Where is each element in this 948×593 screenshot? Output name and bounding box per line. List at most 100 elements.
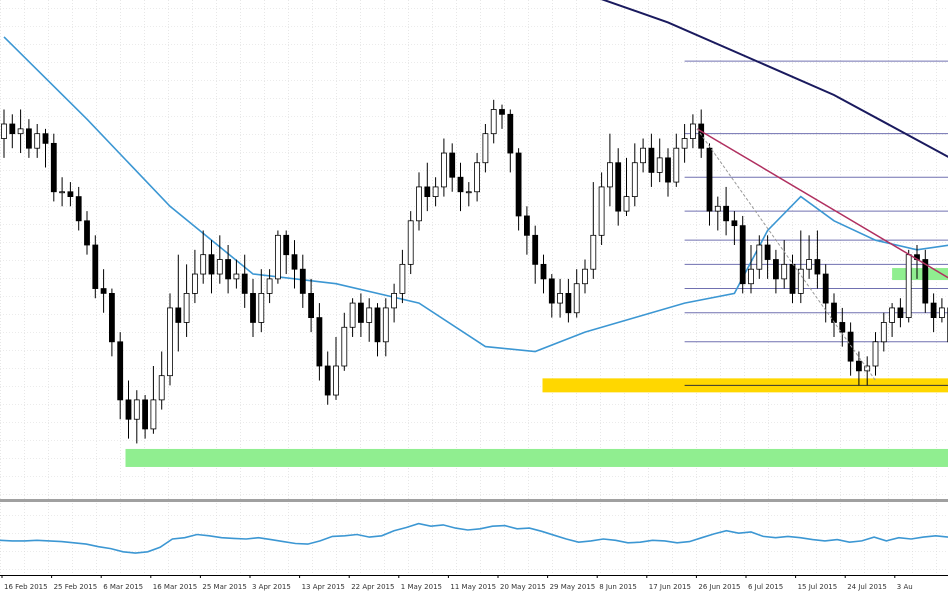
x-tick-label: 15 Jul 2015	[798, 583, 838, 591]
candle	[125, 380, 132, 439]
candle	[216, 235, 223, 284]
candle-body	[241, 273, 248, 294]
zones-layer	[125, 268, 948, 467]
candle-body	[158, 375, 165, 401]
candle-body	[225, 259, 232, 280]
x-tick-label: 22 Apr 2015	[351, 583, 394, 591]
dashed-trendline	[696, 128, 876, 381]
candle	[631, 143, 638, 207]
candle	[59, 177, 65, 207]
candle-body	[864, 365, 871, 372]
candle-body	[208, 254, 215, 275]
candle-body	[175, 307, 182, 323]
candle	[291, 240, 298, 289]
candle	[142, 395, 149, 439]
candle	[864, 356, 871, 386]
candle-body	[474, 162, 481, 193]
candle	[233, 259, 240, 289]
candle	[241, 254, 248, 308]
candle	[457, 162, 464, 212]
candle-body	[1, 123, 7, 139]
candle	[208, 240, 215, 294]
x-tick-label: 6 Mar 2015	[103, 583, 143, 591]
candle	[167, 293, 173, 386]
x-tick-label: 3 Apr 2015	[252, 583, 291, 591]
candle	[67, 182, 74, 207]
candle	[92, 235, 99, 299]
candle	[200, 230, 207, 284]
candle-body	[573, 283, 580, 314]
candle-body	[482, 133, 489, 164]
candle-body	[59, 191, 65, 194]
candle	[308, 278, 315, 333]
candle-body	[200, 254, 207, 275]
candle	[432, 177, 439, 207]
candle-body	[582, 268, 588, 285]
candle	[349, 298, 356, 337]
candle-body	[34, 133, 41, 149]
candle	[889, 303, 895, 337]
candle-body	[142, 399, 149, 430]
candle-body	[167, 307, 173, 377]
candle	[9, 114, 16, 149]
candle-body	[831, 302, 837, 323]
candle-body	[324, 365, 331, 396]
candle	[440, 138, 447, 197]
trend-layer	[696, 128, 948, 381]
ma-layer	[3, 0, 948, 353]
candle	[407, 211, 414, 275]
candle-body	[432, 186, 439, 197]
x-tick-label: 16 Feb 2015	[4, 583, 48, 591]
candle	[723, 186, 729, 236]
candle-body	[656, 157, 663, 173]
candle-body	[9, 123, 16, 135]
candle	[333, 336, 339, 400]
candle	[939, 298, 945, 323]
x-tick-label: 17 Jun 2015	[649, 583, 691, 591]
candle-body	[357, 302, 364, 323]
candle-body	[391, 292, 398, 309]
candle-body	[756, 244, 763, 270]
candle-body	[648, 147, 655, 173]
candle-body	[714, 205, 721, 212]
candle	[623, 157, 630, 216]
candle-body	[499, 109, 505, 115]
candle-body	[665, 157, 671, 183]
slow-moving-average-line	[600, 0, 948, 158]
candle	[706, 143, 713, 226]
candle	[191, 249, 198, 304]
candle	[590, 182, 597, 279]
candle	[449, 143, 456, 192]
candle-body	[349, 302, 356, 328]
candle-body	[67, 191, 74, 197]
x-tick-label: 16 Mar 2015	[153, 583, 197, 591]
candle-body	[548, 278, 555, 304]
candle-body	[880, 322, 887, 343]
candle	[515, 148, 522, 231]
candle-body	[698, 123, 705, 149]
candle-body	[25, 128, 32, 149]
candle	[797, 230, 804, 304]
candle-body	[565, 292, 572, 314]
candle	[872, 332, 879, 376]
candle-body	[50, 142, 57, 193]
candle	[540, 254, 547, 294]
candle	[499, 104, 505, 129]
candle-body	[100, 288, 107, 294]
candle-body	[92, 244, 99, 289]
candle	[482, 124, 489, 173]
candle-body	[598, 186, 605, 236]
candle	[897, 298, 904, 328]
candle-body	[789, 263, 796, 294]
candle-body	[731, 220, 738, 227]
candle-body	[490, 109, 497, 135]
x-tick-label: 6 Jul 2015	[748, 583, 783, 591]
x-tick-label: 25 Feb 2015	[54, 583, 98, 591]
separator-layer	[0, 499, 948, 576]
x-tick-label: 13 Apr 2015	[302, 583, 345, 591]
candle	[258, 269, 265, 333]
candle-body	[781, 263, 788, 280]
candle	[582, 259, 588, 294]
indicator-line	[0, 522, 948, 554]
